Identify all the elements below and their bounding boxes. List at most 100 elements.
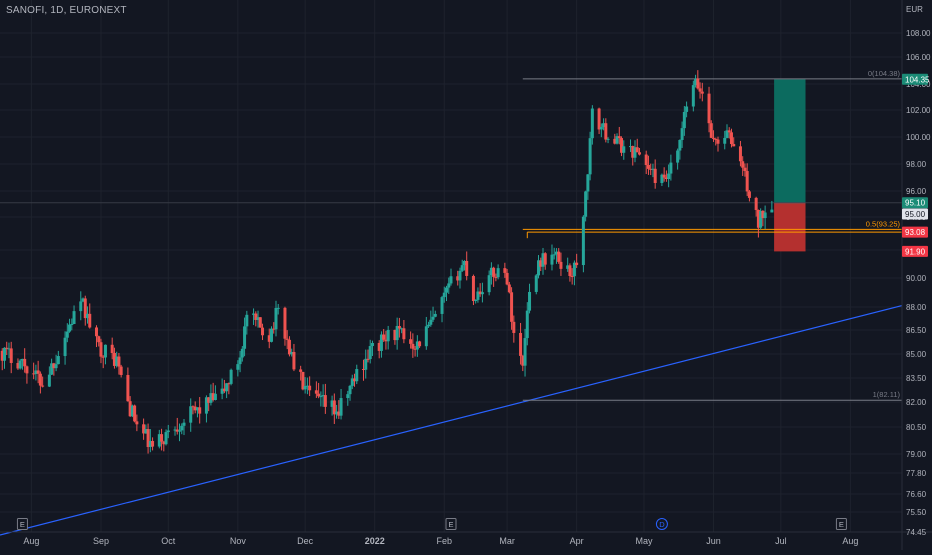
candle-body [115,356,119,366]
earnings-marker-text: E [839,520,844,529]
candle-body [178,430,182,432]
candle-body [635,147,639,153]
candle-body [274,307,278,330]
candle-body [211,393,215,400]
candle-body [269,328,273,342]
candle-body [52,363,56,369]
candle-body [151,440,155,447]
candle-body [182,422,186,426]
price-label-entry [902,197,928,209]
candle-body [590,108,594,139]
candle-body [245,314,249,327]
candle-body [622,146,626,153]
candle-body [519,332,523,356]
earnings-marker [445,518,457,530]
candle-body [142,424,146,434]
candle-body [335,411,339,415]
candle-body [119,366,123,375]
candle-body [566,265,570,269]
candle-body [366,358,370,360]
candle-body [384,339,388,342]
candle-body [110,344,114,354]
candle-body [133,405,137,422]
candle-body [754,197,758,210]
candle-body [604,123,608,140]
candle-body [117,356,121,367]
price-label-text: 93.08 [905,228,926,237]
price-axis-tick-label: 80.50 [906,423,927,432]
candle-body [613,138,617,144]
candle-body [65,331,69,338]
candle-body [474,299,478,302]
candle-body [685,106,689,112]
candle-body [346,394,350,399]
candle-body [431,316,435,320]
candle-body [54,364,58,369]
candle-body [738,146,742,162]
candle-body [552,254,556,256]
candle-body [68,324,72,332]
symbol-title: SANOFI, 1D, EURONEXT [6,5,127,16]
candle-body [204,397,208,414]
candle-body [523,338,527,366]
price-axis-tick-label: 82.00 [906,398,927,407]
candle-body [664,177,668,180]
candle-body [47,374,51,387]
candle-body [492,267,496,277]
candle-body [128,401,132,417]
candle-body [144,429,148,434]
candle-body [314,390,318,394]
candle-body [525,310,529,339]
candle-body [449,276,453,284]
candle-body [759,210,763,228]
candle-body [103,344,107,358]
candle-body [243,326,247,349]
candle-body [397,325,401,329]
candle-body [323,395,327,407]
candle-body [620,138,624,153]
candle-body [130,405,134,417]
candle-body [292,351,296,370]
candle-body [712,137,716,139]
price-label-text: 95.10 [905,199,926,208]
candle-body [543,253,547,265]
candle-body [447,283,451,288]
candle-body [460,265,464,271]
earnings-marker [16,518,28,530]
candle-body [330,400,334,407]
candle-body [507,284,511,293]
candle-body [283,307,287,339]
candle-body [198,407,202,414]
trendline [0,304,903,536]
candle-body [698,88,702,92]
candle-body [308,385,312,391]
time-axis: Aug Sep Oct Nov Dec 2022 Feb Mar Apr May Jun Jul Aug [23,536,858,546]
candle-body [305,385,309,387]
candle-body [36,370,40,374]
candle-body [541,253,545,267]
candle-body [34,370,38,374]
candle-body [534,275,538,292]
candle-body [5,347,9,349]
candle-body [445,287,449,293]
price-axis-tick-label: 76.60 [906,490,927,499]
candle-body [743,167,747,172]
candle-body [160,434,164,442]
candle-body [79,301,83,312]
candle-body [409,339,413,344]
candle-body [568,265,572,277]
candle-body [97,336,101,343]
candle-body [649,168,653,170]
candle-body [694,78,698,86]
candle-body [471,275,475,302]
candle-body [135,421,139,425]
price-axis-tick-label: 96.00 [906,187,927,196]
dividend-marker [655,518,668,530]
candle-body [353,378,357,382]
candle-body [377,342,381,351]
candle-body [321,395,325,397]
candle-body [400,328,404,330]
